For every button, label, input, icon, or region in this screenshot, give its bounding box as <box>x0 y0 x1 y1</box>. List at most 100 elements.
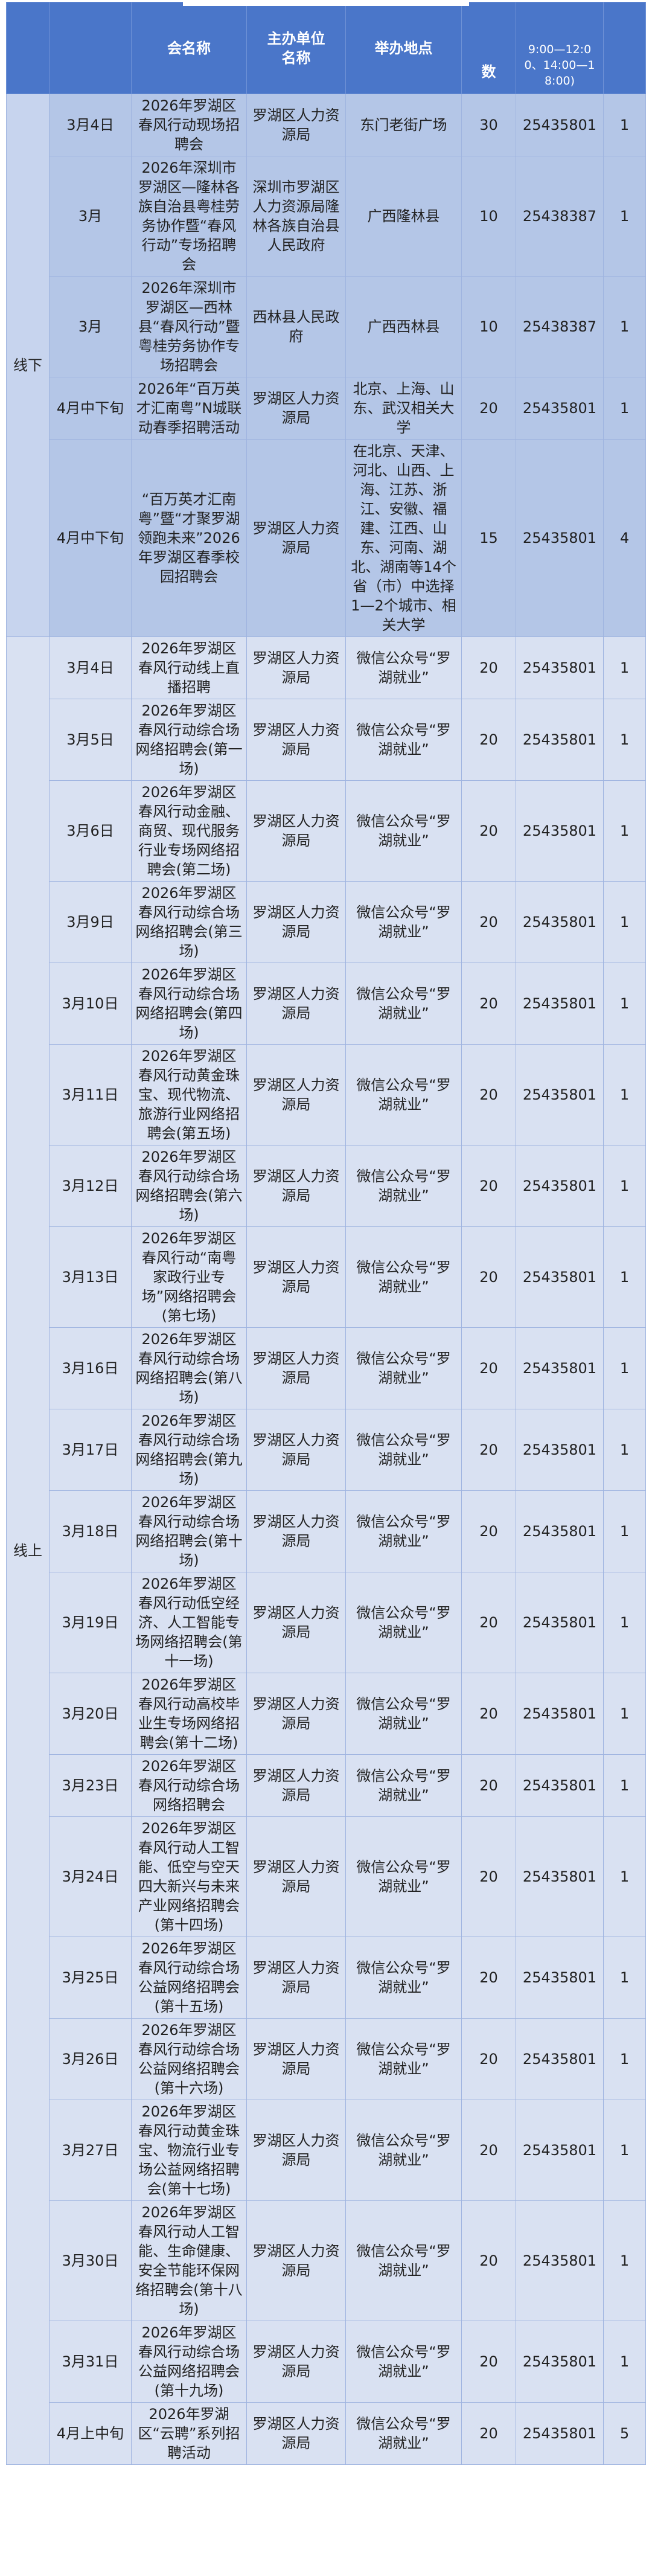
table-row: 3月16日 2026年罗湖区春风行动综合场网络招聘会(第八场) 罗湖区人力资源局 微信… <box>7 1327 646 1409</box>
cell-organizer: 罗湖区人力资源局 <box>246 1754 346 1817</box>
cell-name: 2026年深圳市罗湖区—西林县“春风行动”暨粤桂劳务协作专场招聘会 <box>131 276 247 377</box>
table-row: 3月18日 2026年罗湖区春风行动综合场网络招聘会(第十场) 罗湖区人力资源局 微信… <box>7 1490 646 1572</box>
cell-date: 3月23日 <box>49 1754 132 1817</box>
cell-organizer: 罗湖区人力资源局 <box>246 1673 346 1755</box>
cell-organizer: 罗湖区人力资源局 <box>246 1327 346 1409</box>
cell-sessions: 1 <box>603 156 646 277</box>
cell-date: 3月10日 <box>49 963 132 1045</box>
cell-sessions: 1 <box>603 1673 646 1755</box>
cell-organizer: 罗湖区人力资源局 <box>246 1572 346 1673</box>
cell-phone: 25435801 <box>516 1327 604 1409</box>
table-row: 3月20日 2026年罗湖区春风行动高校毕业生专场网络招聘会(第十二场) 罗湖区人力… <box>7 1673 646 1755</box>
cell-sessions: 1 <box>603 2018 646 2100</box>
cell-location: 微信公众号“罗湖就业” <box>345 881 462 963</box>
cell-count: 20 <box>461 1816 516 1937</box>
cell-phone: 25435801 <box>516 881 604 963</box>
cell-count: 20 <box>461 2100 516 2201</box>
cell-sessions: 5 <box>603 2402 646 2465</box>
cell-type: 线下 <box>6 94 50 637</box>
cell-name: 2026年罗湖区春风行动综合场网络招聘会(第三场) <box>131 881 247 963</box>
cell-count: 30 <box>461 94 516 156</box>
cell-sessions: 1 <box>603 1327 646 1409</box>
cell-sessions: 1 <box>603 1490 646 1572</box>
cell-phone: 25435801 <box>516 1754 604 1817</box>
cell-organizer: 罗湖区人力资源局 <box>246 963 346 1045</box>
cell-location: 微信公众号“罗湖就业” <box>345 1754 462 1817</box>
cell-name: 2026年罗湖区春风行动人工智能、低空与空天四大新兴与未来产业网络招聘会(第十四… <box>131 1816 247 1937</box>
cell-sessions: 1 <box>603 1409 646 1491</box>
cell-name: 2026年罗湖区春风行动综合场公益网络招聘会(第十九场) <box>131 2321 247 2403</box>
cell-sessions: 1 <box>603 1044 646 1145</box>
cell-count: 15 <box>461 439 516 637</box>
cell-sessions: 1 <box>603 1754 646 1817</box>
cell-date: 3月25日 <box>49 1937 132 2019</box>
table-row: 3月 2026年深圳市罗湖区—隆林各族自治县粤桂劳务协作暨“春风行动”专场招聘会深… <box>7 156 646 277</box>
cell-count: 20 <box>461 1044 516 1145</box>
table-row: 3月6日 2026年罗湖区春风行动金融、商贸、现代服务行业专场网络招聘会(第二场)… <box>7 780 646 882</box>
cell-location: 微信公众号“罗湖就业” <box>345 2402 462 2465</box>
cell-date: 4月中下旬 <box>49 439 132 637</box>
cell-location: 微信公众号“罗湖就业” <box>345 1327 462 1409</box>
cell-count: 10 <box>461 276 516 377</box>
cell-count: 20 <box>461 1327 516 1409</box>
cell-organizer: 罗湖区人力资源局 <box>246 439 346 637</box>
cell-count: 20 <box>461 963 516 1045</box>
cell-organizer: 罗湖区人力资源局 <box>246 2321 346 2403</box>
header-name: 会名称 <box>131 2 247 94</box>
cell-count: 20 <box>461 780 516 882</box>
cell-organizer: 罗湖区人力资源局 <box>246 1490 346 1572</box>
table-row: 3月11日 2026年罗湖区春风行动黄金珠宝、现代物流、旅游行业网络招聘会(第五场… <box>7 1044 646 1145</box>
cell-organizer: 罗湖区人力资源局 <box>246 780 346 882</box>
cell-name: 2026年罗湖区春风行动黄金珠宝、现代物流、旅游行业网络招聘会(第五场) <box>131 1044 247 1145</box>
cell-sessions: 1 <box>603 377 646 440</box>
cell-date: 3月13日 <box>49 1226 132 1328</box>
cell-location: 微信公众号“罗湖就业” <box>345 1409 462 1491</box>
cell-organizer: 罗湖区人力资源局 <box>246 2402 346 2465</box>
cell-count: 20 <box>461 881 516 963</box>
cell-phone: 25435801 <box>516 2321 604 2403</box>
cell-name: 2026年罗湖区春风行动黄金珠宝、物流行业专场公益网络招聘会(第十七场) <box>131 2100 247 2201</box>
cell-sessions: 1 <box>603 881 646 963</box>
table-row: 3月13日 2026年罗湖区春风行动“南粤家政行业专场”网络招聘会(第七场) 罗湖区… <box>7 1226 646 1328</box>
cell-organizer: 罗湖区人力资源局 <box>246 2200 346 2321</box>
cell-name: 2026年罗湖区春风行动金融、商贸、现代服务行业专场网络招聘会(第二场) <box>131 780 247 882</box>
cell-location: 广西西林县 <box>345 276 462 377</box>
cell-location: 微信公众号“罗湖就业” <box>345 1490 462 1572</box>
table-body: 线下 3月4日 2026年罗湖区春风行动现场招聘会 罗湖区人力资源局 东门老街广场 30 2… <box>6 94 646 2465</box>
cell-location: 微信公众号“罗湖就业” <box>345 2321 462 2403</box>
cell-location: 微信公众号“罗湖就业” <box>345 636 462 699</box>
cell-organizer: 罗湖区人力资源局 <box>246 636 346 699</box>
cell-phone: 25435801 <box>516 1673 604 1755</box>
cell-location: 微信公众号“罗湖就业” <box>345 699 462 781</box>
cell-date: 3月4日 <box>49 94 132 156</box>
cell-sessions: 1 <box>603 1816 646 1937</box>
cell-date: 3月26日 <box>49 2018 132 2100</box>
cell-sessions: 1 <box>603 276 646 377</box>
cell-count: 10 <box>461 156 516 277</box>
cell-sessions: 1 <box>603 780 646 882</box>
cell-phone: 25435801 <box>516 439 604 637</box>
cell-phone: 25435801 <box>516 636 604 699</box>
cell-sessions: 1 <box>603 2100 646 2201</box>
table-row: 4月中下旬 2026年“百万英才汇南粤”N城联动春季招聘活动 罗湖区人力资源局 北京、… <box>7 377 646 440</box>
cell-date: 3月6日 <box>49 780 132 882</box>
header-count-text: 数 <box>481 63 496 80</box>
cell-date: 3月16日 <box>49 1327 132 1409</box>
cell-location: 微信公众号“罗湖就业” <box>345 1816 462 1937</box>
cell-organizer: 罗湖区人力资源局 <box>246 2018 346 2100</box>
cell-date: 4月上中旬 <box>49 2402 132 2465</box>
header-type <box>6 2 50 94</box>
cell-name: 2026年罗湖区春风行动综合场公益网络招聘会(第十五场) <box>131 1937 247 2019</box>
cell-phone: 25435801 <box>516 1409 604 1491</box>
cell-location: 微信公众号“罗湖就业” <box>345 2018 462 2100</box>
table-row: 3月25日 2026年罗湖区春风行动综合场公益网络招聘会(第十五场) 罗湖区人力资源… <box>7 1937 646 2019</box>
cell-name: 2026年罗湖区春风行动综合场网络招聘会(第四场) <box>131 963 247 1045</box>
cell-sessions: 1 <box>603 1937 646 2019</box>
table-row: 3月31日 2026年罗湖区春风行动综合场公益网络招聘会(第十九场) 罗湖区人力资源… <box>7 2321 646 2403</box>
cell-date: 3月19日 <box>49 1572 132 1673</box>
cell-date: 3月30日 <box>49 2200 132 2321</box>
cell-location: 微信公众号“罗湖就业” <box>345 1145 462 1227</box>
cell-phone: 25435801 <box>516 2402 604 2465</box>
cell-organizer: 罗湖区人力资源局 <box>246 1409 346 1491</box>
cell-organizer: 罗湖区人力资源局 <box>246 1044 346 1145</box>
